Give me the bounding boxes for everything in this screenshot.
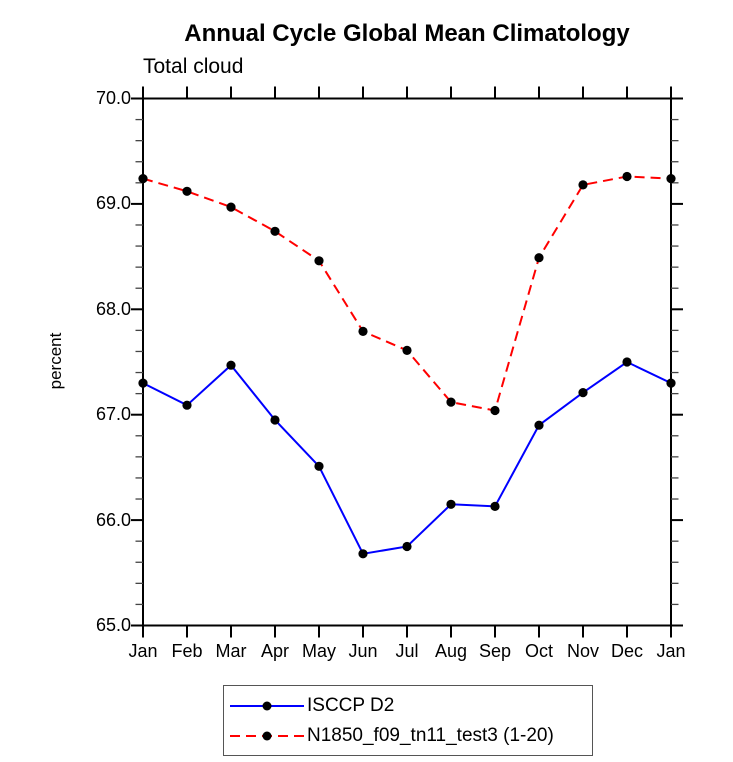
y-tick-label: 66.0 — [95, 509, 131, 530]
legend-marker-dot — [262, 701, 272, 710]
y-tick-label: 67.0 — [95, 404, 131, 425]
data-point-marker — [666, 174, 676, 184]
y-tick-label: 70.0 — [95, 88, 131, 108]
data-point-marker — [534, 253, 544, 263]
x-tick-label: May — [301, 641, 336, 661]
x-tick-label: Dec — [610, 641, 643, 661]
data-point-marker — [314, 256, 324, 266]
data-point-marker — [402, 541, 412, 552]
x-tick-label: Jul — [395, 641, 419, 661]
data-point-marker — [534, 420, 544, 430]
x-tick-label: Apr — [260, 641, 289, 661]
data-point-marker — [358, 549, 368, 559]
data-point-marker — [182, 186, 192, 196]
data-point-marker — [446, 397, 456, 407]
chart-subtitle: Total cloud — [143, 55, 244, 78]
y-tick-label: 65.0 — [95, 615, 131, 635]
y-tick-label: 68.0 — [95, 298, 131, 319]
chart-title: Annual Cycle Global Mean Climatology — [184, 20, 630, 47]
data-point-marker — [402, 345, 412, 355]
x-tick-label: Aug — [434, 641, 468, 661]
data-point-marker — [226, 202, 236, 212]
x-tick-label: Jan — [656, 641, 686, 661]
x-tick-label: Nov — [566, 641, 599, 661]
data-point-marker — [622, 357, 632, 367]
legend-row-isccp: ISCCP D2 — [228, 691, 592, 721]
legend-line-sample-isccp — [230, 701, 304, 710]
data-point-marker — [490, 405, 500, 416]
legend: ISCCP D2 N1850_f09_tn11_test3 (1-20) — [223, 685, 593, 756]
x-tick-label: Mar — [215, 641, 247, 661]
series-line-model — [142, 175, 672, 412]
legend-marker-dot — [262, 731, 272, 740]
data-point-marker — [314, 461, 324, 471]
x-tick-label: Jan — [128, 641, 158, 661]
x-tick-label: Feb — [171, 641, 203, 661]
data-point-marker — [622, 171, 632, 182]
data-point-marker — [358, 326, 368, 336]
data-point-marker — [578, 180, 588, 190]
y-tick-label: 69.0 — [95, 193, 131, 214]
data-point-marker — [182, 400, 192, 410]
data-point-marker — [226, 360, 236, 370]
x-tick-label: Jun — [348, 641, 378, 661]
data-point-marker — [138, 174, 148, 184]
data-point-marker — [578, 388, 588, 398]
data-point-marker — [490, 501, 500, 511]
data-point-marker — [138, 378, 148, 388]
x-tick-label: Oct — [524, 641, 553, 661]
data-point-marker — [270, 415, 280, 425]
data-point-marker — [446, 499, 456, 509]
series-line-isccp — [142, 360, 672, 555]
legend-label-isccp: ISCCP D2 — [307, 694, 395, 716]
x-tick-label: Sep — [478, 641, 512, 661]
data-point-marker — [666, 378, 676, 388]
legend-line-sample-model — [230, 731, 304, 740]
legend-row-model: N1850_f09_tn11_test3 (1-20) — [228, 721, 592, 751]
legend-label-model: N1850_f09_tn11_test3 (1-20) — [307, 724, 554, 746]
data-point-marker — [270, 226, 280, 236]
